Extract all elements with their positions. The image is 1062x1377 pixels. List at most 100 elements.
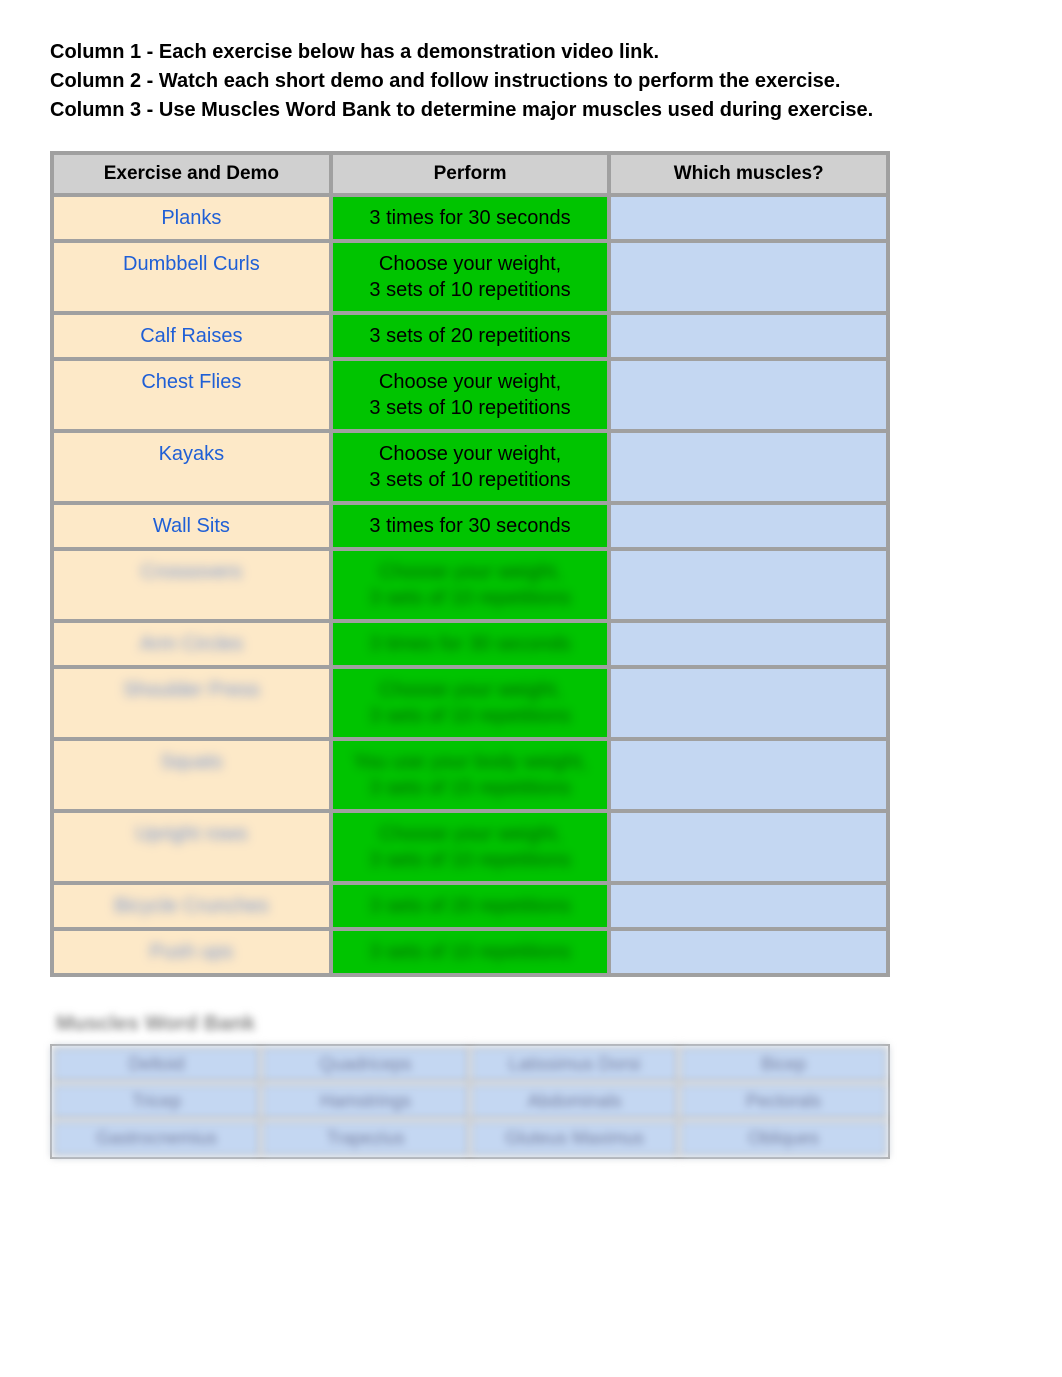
cell-muscles[interactable] [609, 667, 888, 739]
cell-exercise: Crossovers [52, 549, 331, 621]
perform-text: Choose your weight,3 sets of 10 repetiti… [369, 253, 570, 301]
cell-muscles[interactable] [609, 929, 888, 975]
table-row: Arm Circles 3 times for 30 seconds [52, 621, 888, 667]
word-bank-cell: Latissimus Dorsi [470, 1046, 679, 1083]
cell-perform: 3 sets of 10 repetitions [331, 929, 610, 975]
table-row: Planks 3 times for 30 seconds [52, 195, 888, 241]
header-muscles: Which muscles? [609, 153, 888, 195]
cell-exercise: Wall Sits [52, 503, 331, 549]
exercise-demo-link[interactable]: Dumbbell Curls [123, 253, 260, 275]
perform-text: Choose your weight,3 sets of 10 repetiti… [369, 561, 570, 609]
instructions-block: Column 1 - Each exercise below has a dem… [50, 40, 1012, 123]
exercise-demo-link[interactable]: Chest Flies [141, 371, 241, 393]
word-bank-row: GastrocnemiusTrapeziusGluteus MaximusObl… [52, 1120, 888, 1157]
exercise-demo-link[interactable]: Kayaks [159, 443, 225, 465]
cell-muscles[interactable] [609, 313, 888, 359]
word-bank-cell: Bicep [679, 1046, 888, 1083]
cell-perform: Choose your weight,3 sets of 10 repetiti… [331, 241, 610, 313]
word-bank-table: DeltoidQuadricepsLatissimus DorsiBicepTr… [50, 1044, 890, 1159]
instruction-line-3: Column 3 - Use Muscles Word Bank to dete… [50, 98, 1012, 123]
word-bank-cell: Gastrocnemius [52, 1120, 261, 1157]
cell-muscles[interactable] [609, 883, 888, 929]
exercise-demo-link[interactable]: Crossovers [141, 561, 242, 583]
table-row: Upright rows Choose your weight,3 sets of… [52, 811, 888, 883]
cell-perform: 3 times for 30 seconds [331, 503, 610, 549]
instruction-line-1: Column 1 - Each exercise below has a dem… [50, 40, 1012, 65]
cell-exercise: Squats [52, 739, 331, 811]
cell-muscles[interactable] [609, 195, 888, 241]
word-bank-cell: Deltoid [52, 1046, 261, 1083]
table-row: Shoulder Press Choose your weight,3 sets … [52, 667, 888, 739]
exercise-demo-link[interactable]: Wall Sits [153, 515, 230, 537]
exercise-demo-link[interactable]: Calf Raises [140, 325, 242, 347]
word-bank-cell: Gluteus Maximus [470, 1120, 679, 1157]
cell-muscles[interactable] [609, 621, 888, 667]
cell-perform: 3 sets of 20 repetitions [331, 313, 610, 359]
perform-text: Choose your weight,3 sets of 10 repetiti… [369, 823, 570, 871]
table-row: Bicycle Crunches 3 sets of 20 repetitions [52, 883, 888, 929]
word-bank-row: DeltoidQuadricepsLatissimus DorsiBicep [52, 1046, 888, 1083]
word-bank-cell: Tricep [52, 1083, 261, 1120]
cell-muscles[interactable] [609, 549, 888, 621]
cell-exercise: Upright rows [52, 811, 331, 883]
table-row: Wall Sits 3 times for 30 seconds [52, 503, 888, 549]
exercise-demo-link[interactable]: Shoulder Press [123, 679, 260, 701]
cell-exercise: Calf Raises [52, 313, 331, 359]
cell-perform: 3 times for 30 seconds [331, 621, 610, 667]
cell-muscles[interactable] [609, 739, 888, 811]
perform-text: 3 times for 30 seconds [369, 515, 570, 537]
word-bank-title: Muscles Word Bank [56, 1012, 1012, 1036]
cell-muscles[interactable] [609, 431, 888, 503]
word-bank-cell: Trapezius [261, 1120, 470, 1157]
word-bank-row: TricepHamstringsAbdominalsPectorals [52, 1083, 888, 1120]
word-bank-cell: Abdominals [470, 1083, 679, 1120]
cell-exercise: Planks [52, 195, 331, 241]
cell-exercise: Kayaks [52, 431, 331, 503]
header-exercise: Exercise and Demo [52, 153, 331, 195]
exercise-demo-link[interactable]: Upright rows [135, 823, 247, 845]
perform-text: 3 times for 30 seconds [369, 207, 570, 229]
cell-exercise: Chest Flies [52, 359, 331, 431]
perform-text: Choose your weight,3 sets of 10 repetiti… [369, 679, 570, 727]
exercise-demo-link[interactable]: Squats [160, 751, 222, 773]
cell-perform: Choose your weight,3 sets of 10 repetiti… [331, 549, 610, 621]
exercise-demo-link[interactable]: Bicycle Crunches [114, 895, 269, 917]
cell-perform: 3 times for 30 seconds [331, 195, 610, 241]
exercise-demo-link[interactable]: Arm Circles [140, 633, 243, 655]
table-row: Calf Raises 3 sets of 20 repetitions [52, 313, 888, 359]
table-row: Dumbbell Curls Choose your weight,3 sets … [52, 241, 888, 313]
table-row: Push ups 3 sets of 10 repetitions [52, 929, 888, 975]
cell-muscles[interactable] [609, 241, 888, 313]
exercise-demo-link[interactable]: Push ups [150, 941, 233, 963]
table-row: Kayaks Choose your weight,3 sets of 10 re… [52, 431, 888, 503]
cell-perform: Choose your weight,3 sets of 10 repetiti… [331, 811, 610, 883]
cell-exercise: Push ups [52, 929, 331, 975]
cell-exercise: Arm Circles [52, 621, 331, 667]
word-bank-cell: Pectorals [679, 1083, 888, 1120]
perform-text: 3 times for 30 seconds [369, 633, 570, 655]
cell-muscles[interactable] [609, 359, 888, 431]
perform-text: 3 sets of 10 repetitions [369, 941, 570, 963]
perform-text: 3 sets of 20 repetitions [369, 895, 570, 917]
cell-perform: You use your body weight,3 sets of 15 re… [331, 739, 610, 811]
exercise-table: Exercise and Demo Perform Which muscles?… [50, 151, 890, 977]
cell-perform: Choose your weight,3 sets of 10 repetiti… [331, 359, 610, 431]
exercise-demo-link[interactable]: Planks [161, 207, 221, 229]
perform-text: Choose your weight,3 sets of 10 repetiti… [369, 371, 570, 419]
table-row: Chest Flies Choose your weight,3 sets of … [52, 359, 888, 431]
cell-perform: Choose your weight,3 sets of 10 repetiti… [331, 431, 610, 503]
cell-muscles[interactable] [609, 811, 888, 883]
cell-muscles[interactable] [609, 503, 888, 549]
perform-text: Choose your weight,3 sets of 10 repetiti… [369, 443, 570, 491]
instruction-line-2: Column 2 - Watch each short demo and fol… [50, 69, 1012, 94]
cell-exercise: Bicycle Crunches [52, 883, 331, 929]
cell-perform: Choose your weight,3 sets of 10 repetiti… [331, 667, 610, 739]
word-bank-cell: Hamstrings [261, 1083, 470, 1120]
word-bank-cell: Obliques [679, 1120, 888, 1157]
perform-text: You use your body weight,3 sets of 15 re… [353, 751, 587, 799]
cell-perform: 3 sets of 20 repetitions [331, 883, 610, 929]
table-row: Squats You use your body weight,3 sets of… [52, 739, 888, 811]
table-header-row: Exercise and Demo Perform Which muscles? [52, 153, 888, 195]
word-bank-cell: Quadriceps [261, 1046, 470, 1083]
perform-text: 3 sets of 20 repetitions [369, 325, 570, 347]
